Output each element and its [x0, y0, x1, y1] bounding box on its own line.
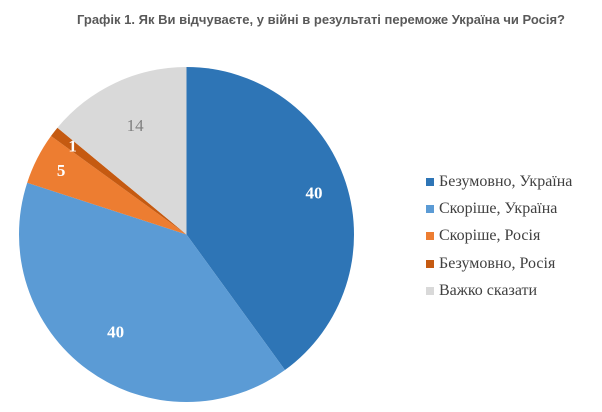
chart-legend: Безумовно, Україна Скоріше, Україна Скоріш… [426, 168, 572, 304]
legend-label: Важко сказати [439, 281, 538, 299]
legend-swatch-icon [426, 286, 434, 295]
legend-swatch-icon [426, 204, 434, 213]
pie-slice [50, 127, 187, 235]
data-label: 40 [107, 323, 124, 342]
pie-slice [27, 136, 187, 235]
legend-swatch-icon [426, 232, 434, 241]
legend-swatch-icon [426, 177, 434, 186]
legend-label: Безумовно, Росія [439, 254, 556, 272]
legend-label: Скоріше, Україна [439, 199, 558, 217]
data-label: 1 [68, 137, 77, 156]
legend-label: Безумовно, Україна [439, 172, 573, 190]
data-label: 40 [305, 184, 322, 203]
legend-swatch-icon [426, 259, 434, 268]
legend-label: Скоріше, Росія [439, 227, 541, 245]
data-label: 14 [127, 116, 145, 135]
pie-slice [57, 67, 187, 235]
legend-item: Скоріше, Україна [426, 195, 572, 222]
legend-item: Безумовно, Росія [426, 250, 572, 277]
legend-item: Важко сказати [426, 277, 572, 304]
pie-slice [186, 67, 354, 371]
chart-title: Графік 1. Як Ви відчуваєте, у війні в ре… [77, 12, 565, 27]
data-label: 5 [57, 161, 66, 180]
legend-item: Безумовно, Україна [426, 168, 572, 195]
pie-slice [18, 182, 285, 403]
legend-item: Скоріше, Росія [426, 223, 572, 250]
